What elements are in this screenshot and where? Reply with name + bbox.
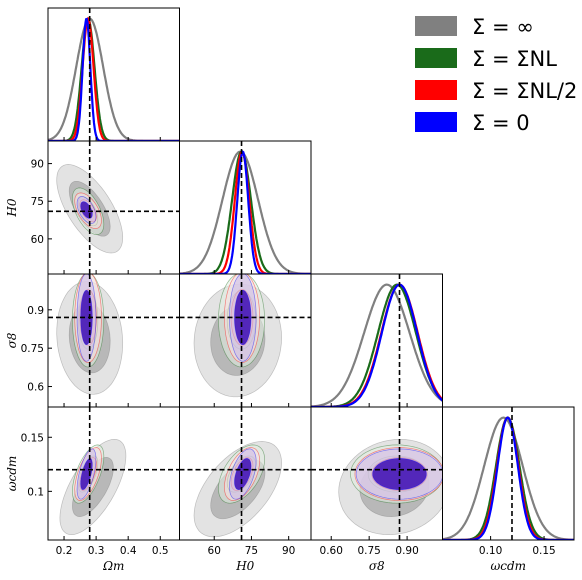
x-axis-label: ωcdm bbox=[490, 559, 526, 573]
x-tick-label: 0.60 bbox=[320, 545, 343, 557]
marginal-curve-s1 bbox=[311, 283, 443, 407]
y-tick-label: 75 bbox=[31, 196, 44, 208]
marginal-curve-s3 bbox=[311, 283, 443, 407]
marginal-curve-s0 bbox=[311, 283, 443, 407]
x-tick-label: 0.90 bbox=[395, 545, 418, 557]
legend-label: Σ = 0 bbox=[472, 111, 530, 135]
panel-frame bbox=[442, 406, 575, 541]
y-tick-label: 0.9 bbox=[27, 305, 44, 317]
y-tick-label: 0.1 bbox=[27, 486, 44, 498]
panel-frame bbox=[47, 7, 180, 142]
x-tick-label: 0.2 bbox=[56, 545, 73, 557]
panel-h0-s8 bbox=[179, 274, 311, 407]
legend-swatch bbox=[415, 16, 457, 36]
panel-s8-wc bbox=[311, 407, 443, 540]
legend-swatch bbox=[415, 112, 457, 132]
marginal-h0 bbox=[179, 141, 311, 274]
y-axis-label: H0 bbox=[5, 198, 19, 217]
y-tick-label: 90 bbox=[31, 159, 44, 171]
panel-om-wc bbox=[48, 407, 180, 540]
legend: Σ = ∞ Σ = ΣNL Σ = ΣNL/2 Σ = 0 bbox=[415, 15, 577, 135]
marginal-curve-s3 bbox=[179, 150, 311, 274]
marginal-curve-s0 bbox=[48, 17, 180, 141]
x-axis-label: Ωm bbox=[102, 559, 124, 573]
x-tick-label: 0.3 bbox=[88, 545, 105, 557]
legend-label: Σ = ΣNL/2 bbox=[472, 79, 577, 103]
x-tick-label: 60 bbox=[208, 545, 221, 557]
x-tick-label: 90 bbox=[282, 545, 295, 557]
x-tick-label: 0.4 bbox=[120, 545, 137, 557]
panel-frame bbox=[310, 273, 443, 408]
marginal-wc bbox=[442, 407, 574, 540]
marginal-curve-s2 bbox=[311, 283, 443, 407]
marginal-curve-s1 bbox=[442, 416, 574, 540]
marginal-s8 bbox=[311, 274, 443, 407]
panel-frame bbox=[179, 140, 312, 275]
marginal-curve-s1 bbox=[48, 16, 180, 141]
panel-om-h0 bbox=[48, 141, 180, 274]
x-tick-label: 0.15 bbox=[532, 545, 555, 557]
marginal-curve-s2 bbox=[48, 16, 180, 141]
panel-h0-wc bbox=[179, 407, 311, 540]
contour-1sigma-s3 bbox=[234, 289, 252, 346]
x-tick-label: 0.75 bbox=[357, 545, 380, 557]
y-tick-label: 60 bbox=[31, 234, 44, 246]
x-tick-label: 0.10 bbox=[479, 545, 502, 557]
legend-label: Σ = ΣNL bbox=[472, 47, 557, 71]
marginal-curve-s3 bbox=[442, 416, 574, 540]
legend-swatch bbox=[415, 48, 457, 68]
marginal-curve-s0 bbox=[442, 416, 574, 540]
marginal-om bbox=[48, 8, 180, 141]
panel-om-s8 bbox=[48, 274, 180, 407]
legend-label: Σ = ∞ bbox=[472, 15, 534, 39]
marginal-curve-s3 bbox=[48, 17, 180, 141]
x-tick-label: 75 bbox=[245, 545, 258, 557]
x-axis-label: H0 bbox=[235, 559, 254, 573]
x-axis-label: σ8 bbox=[369, 559, 385, 573]
marginal-curve-s2 bbox=[442, 416, 574, 540]
y-tick-label: 0.6 bbox=[27, 382, 44, 394]
y-axis-label: σ8 bbox=[5, 332, 19, 348]
y-tick-label: 0.15 bbox=[21, 432, 44, 444]
legend-swatch bbox=[415, 80, 457, 100]
x-tick-label: 0.5 bbox=[152, 545, 169, 557]
contour-1sigma-s3 bbox=[234, 458, 252, 490]
y-tick-label: 0.75 bbox=[21, 343, 44, 355]
y-axis-label: ωcdm bbox=[5, 456, 19, 492]
